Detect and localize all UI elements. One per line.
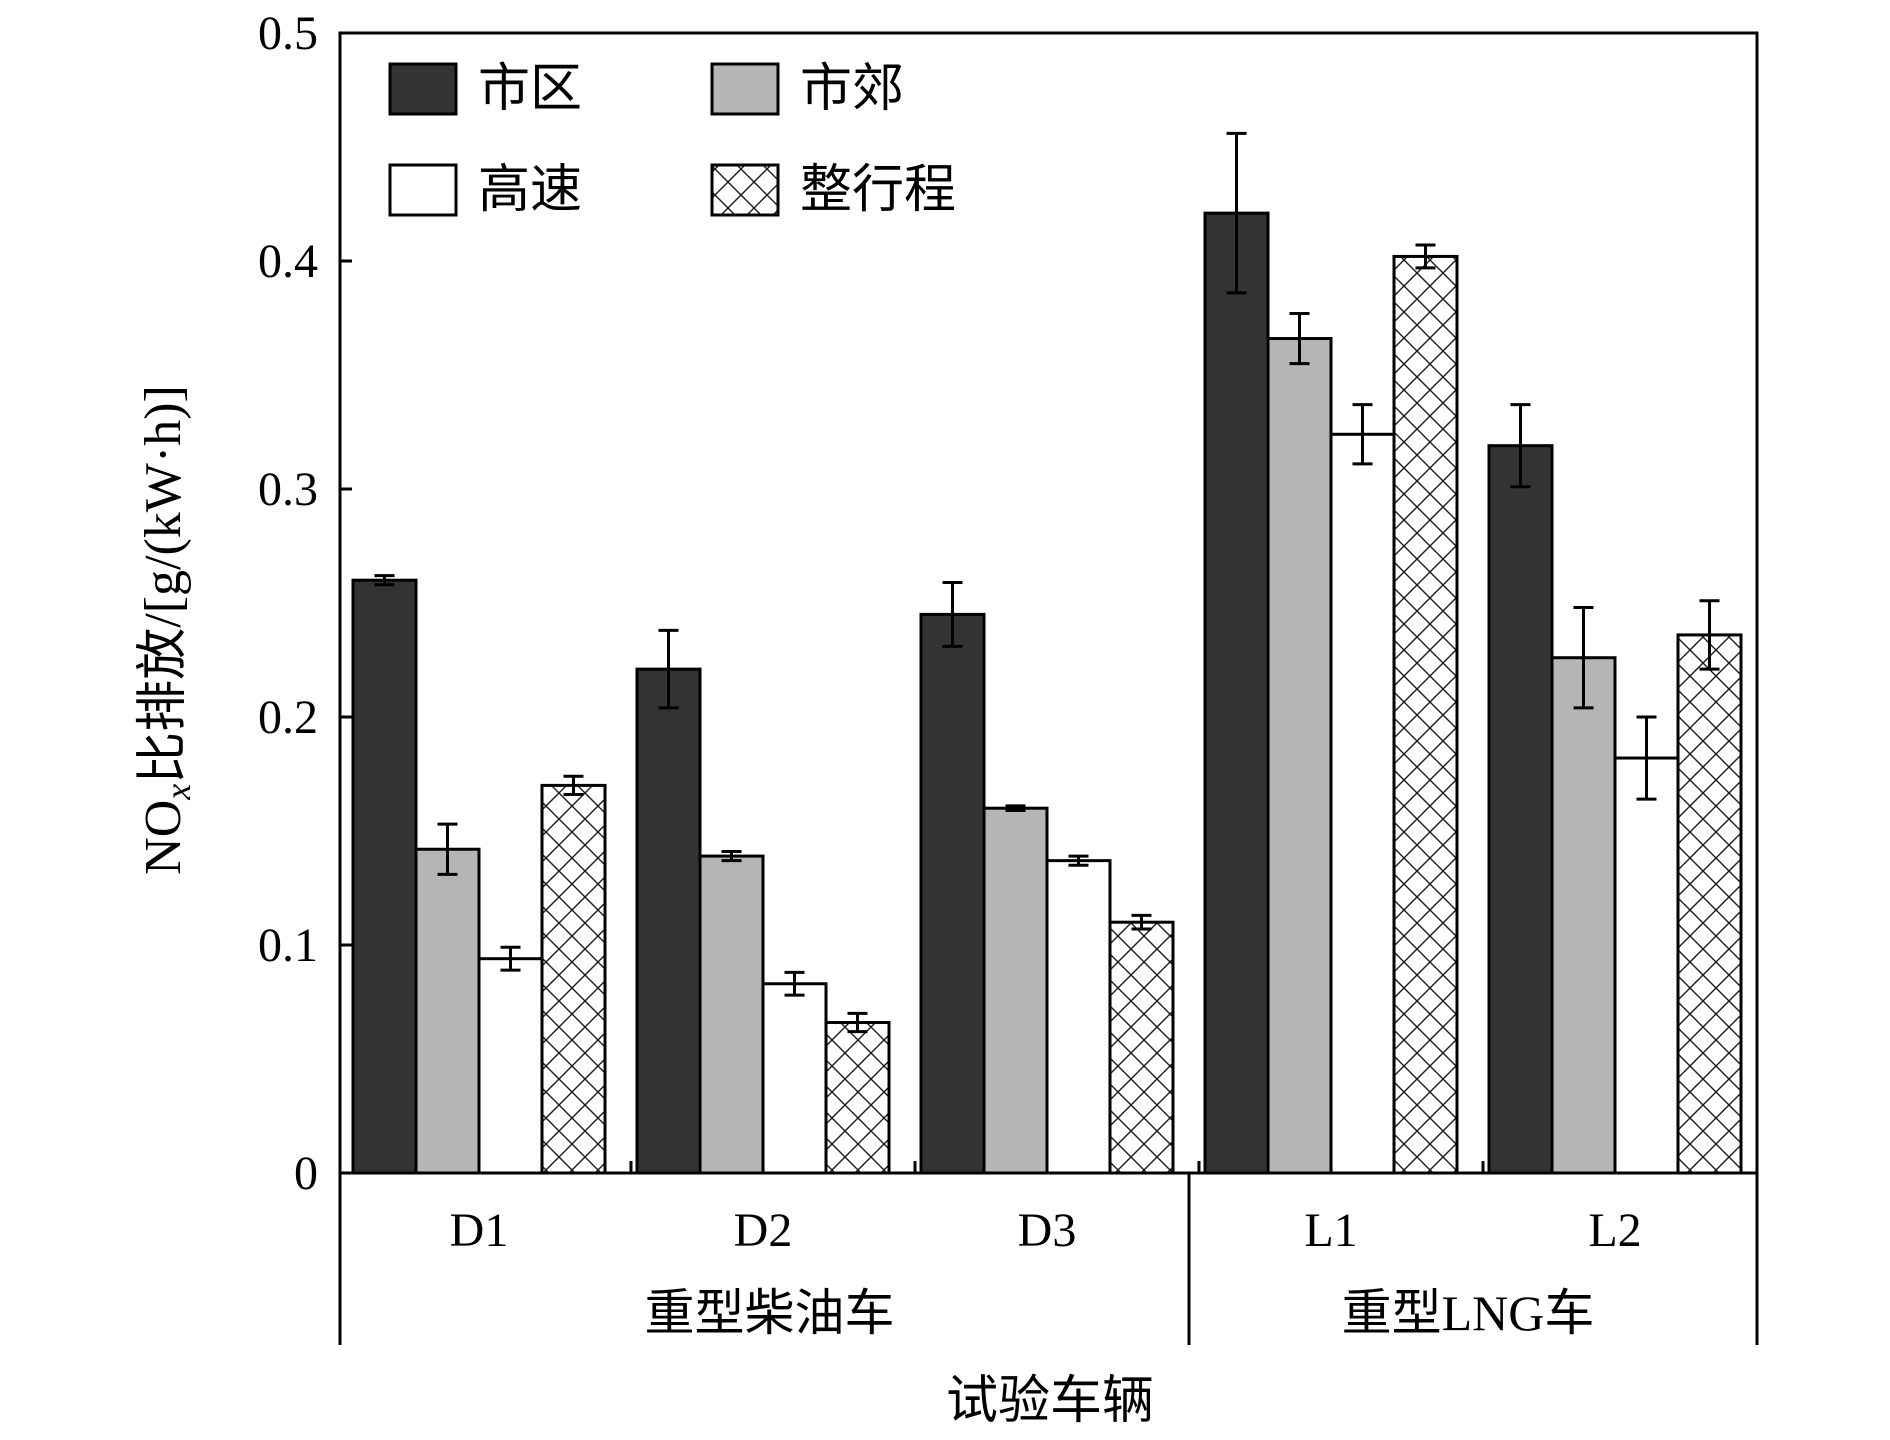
y-tick-label: 0.2	[258, 691, 318, 744]
legend-swatch-市郊	[710, 62, 780, 116]
x-axis-title: 试验车辆	[946, 1373, 1154, 1430]
group-label: 重型柴油车	[645, 1285, 895, 1341]
bar-市区-D2	[635, 667, 702, 1175]
bar-整行程-D3	[1108, 920, 1175, 1175]
y-axis-title-rest: 比排放/[g/(kW·h)]	[135, 385, 192, 784]
bar-高速-D2	[761, 982, 828, 1175]
legend-swatch-市区	[388, 62, 458, 116]
bar-高速-D3	[1045, 859, 1112, 1175]
bar-整行程-L1	[1392, 254, 1459, 1175]
y-tick-label: 0	[294, 1147, 318, 1200]
plot-area: 0 0.1 0.2 0.3 0.4 0.5 D1 D2 D3 L1 L2 重型柴油车 重型LNG车 市区 市…	[258, 7, 1759, 1345]
bar-整行程-L2	[1676, 633, 1743, 1175]
bar-市郊-D2	[698, 854, 765, 1175]
x-tick-label-D3: D3	[1018, 1204, 1077, 1257]
x-tick-label-D1: D1	[450, 1204, 509, 1257]
y-tick-label: 0.4	[258, 235, 318, 288]
y-tick-label: 0.5	[258, 7, 318, 60]
group-label: 重型LNG车	[1342, 1285, 1595, 1341]
x-tick-label-D2: D2	[734, 1204, 793, 1257]
legend-swatch-高速	[388, 163, 458, 217]
bar-整行程-D1	[540, 783, 607, 1175]
bar-高速-L2	[1613, 756, 1680, 1175]
bar-市区-L1	[1203, 211, 1270, 1175]
legend-label-高速: 高速	[478, 162, 582, 219]
legend-label-整行程: 整行程	[800, 162, 956, 219]
bar-高速-D1	[477, 957, 544, 1175]
legend-label-市区: 市区	[478, 61, 582, 118]
bar-高速-L1	[1329, 432, 1396, 1175]
y-axis-title: NOx比排放/[g/(kW·h)]	[135, 385, 198, 875]
bar-市郊-D1	[414, 847, 481, 1175]
x-tick-label-L2: L2	[1588, 1204, 1641, 1257]
bar-市郊-L2	[1550, 656, 1617, 1175]
y-axis-title-subscript: x	[158, 784, 198, 801]
y-axis-title-prefix: NO	[135, 800, 192, 875]
bar-市区-D3	[919, 612, 986, 1175]
bar-市区-D1	[351, 578, 418, 1175]
bar-整行程-D2	[824, 1021, 891, 1175]
y-tick-label: 0.1	[258, 919, 318, 972]
legend-swatch-整行程	[710, 163, 780, 217]
x-tick-label-L1: L1	[1304, 1204, 1357, 1257]
bar-市郊-D3	[982, 806, 1049, 1175]
bar-市郊-L1	[1266, 337, 1333, 1175]
y-tick-label: 0.3	[258, 463, 318, 516]
bar-市区-L2	[1487, 444, 1554, 1175]
legend-label-市郊: 市郊	[800, 61, 904, 118]
